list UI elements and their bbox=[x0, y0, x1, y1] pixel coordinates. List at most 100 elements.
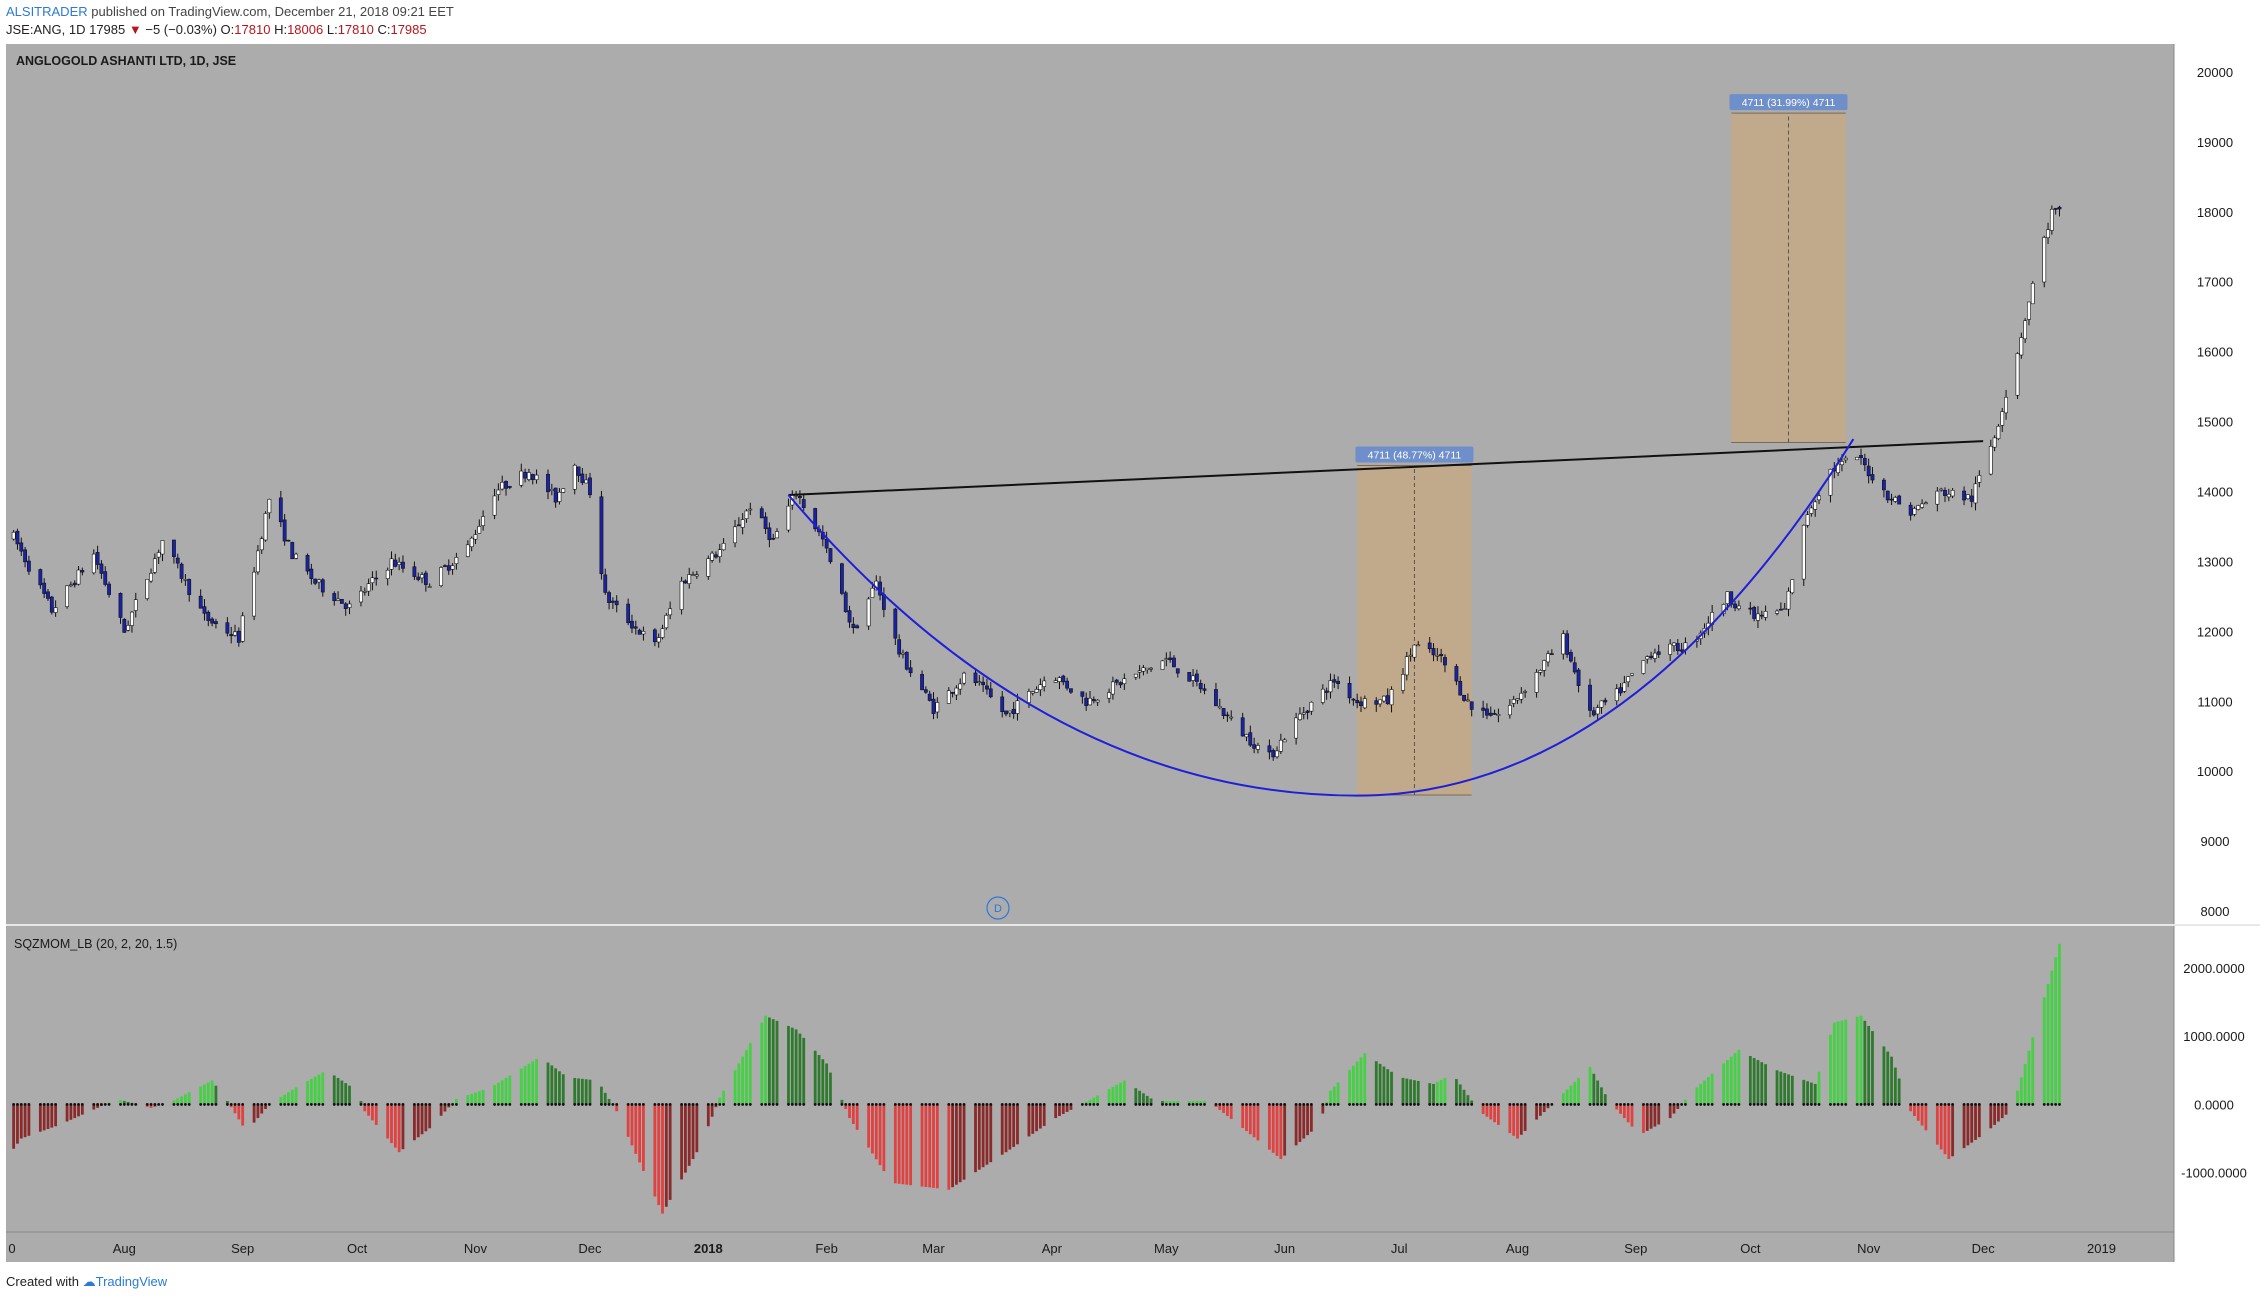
candle-body bbox=[38, 569, 43, 586]
squeeze-dot bbox=[653, 1103, 657, 1106]
candle-body bbox=[1027, 691, 1031, 703]
measure-label-bg bbox=[1729, 94, 1848, 111]
squeeze-dot bbox=[787, 1103, 790, 1106]
squeeze-dot bbox=[1909, 1103, 1913, 1106]
candle-body bbox=[1653, 652, 1657, 659]
momentum-bar bbox=[851, 1104, 855, 1124]
momentum-bar bbox=[1164, 1101, 1168, 1105]
squeeze-dot bbox=[871, 1103, 874, 1106]
squeeze-dot bbox=[1600, 1103, 1603, 1106]
squeeze-dot bbox=[1355, 1103, 1359, 1106]
squeeze-dot bbox=[1038, 1103, 1042, 1106]
momentum-bar bbox=[958, 1104, 962, 1183]
momentum-bar bbox=[1676, 1104, 1680, 1109]
squeeze-dot bbox=[210, 1103, 214, 1106]
squeeze-dot bbox=[126, 1103, 130, 1106]
candle-body bbox=[904, 652, 909, 670]
candle-body bbox=[546, 473, 550, 493]
squeeze-dot bbox=[451, 1103, 454, 1106]
momentum-bar bbox=[1176, 1101, 1180, 1105]
squeeze-dot bbox=[504, 1103, 508, 1106]
candle bbox=[1813, 499, 1818, 517]
squeeze-dot bbox=[500, 1103, 504, 1106]
squeeze-dot bbox=[149, 1103, 153, 1106]
candle bbox=[152, 553, 157, 575]
candle-body bbox=[1214, 689, 1218, 707]
momentum-bar bbox=[1016, 1104, 1019, 1145]
tradingview-link[interactable]: TradingView bbox=[95, 1274, 168, 1289]
candle-body bbox=[1515, 698, 1520, 701]
momentum-bar bbox=[481, 1089, 485, 1105]
squeeze-dot bbox=[252, 1103, 256, 1106]
momentum-bar bbox=[1432, 1083, 1435, 1105]
candle-body bbox=[1328, 680, 1333, 693]
momentum-bar bbox=[119, 1099, 122, 1105]
candle bbox=[668, 601, 673, 620]
squeeze-dot bbox=[413, 1103, 416, 1106]
momentum-bar bbox=[1523, 1104, 1527, 1131]
momentum-bar bbox=[630, 1104, 634, 1146]
squeeze-dot bbox=[878, 1103, 882, 1106]
candle bbox=[393, 553, 398, 568]
momentum-bar bbox=[1416, 1080, 1420, 1105]
candle bbox=[1454, 664, 1459, 686]
squeeze-dot bbox=[1657, 1103, 1661, 1106]
candle bbox=[786, 498, 791, 533]
momentum-bar bbox=[1886, 1051, 1890, 1105]
candle bbox=[866, 596, 871, 630]
squeeze-dot bbox=[2054, 1103, 2058, 1106]
momentum-bar bbox=[546, 1062, 550, 1105]
candle-body bbox=[1175, 668, 1180, 674]
candle bbox=[1465, 693, 1470, 702]
candle bbox=[706, 555, 711, 580]
candle-body bbox=[920, 674, 924, 691]
candle-body bbox=[1672, 642, 1676, 646]
squeeze-dot bbox=[348, 1103, 351, 1106]
candle bbox=[1916, 504, 1921, 511]
momentum-bar bbox=[1890, 1056, 1893, 1105]
squeeze-dot bbox=[2031, 1103, 2035, 1106]
squeeze-dot bbox=[420, 1103, 424, 1106]
squeeze-dot bbox=[1382, 1103, 1386, 1106]
momentum-bar bbox=[19, 1104, 23, 1139]
momentum-bar bbox=[2046, 983, 2050, 1105]
candle-body bbox=[1256, 745, 1260, 750]
momentum-bar bbox=[466, 1095, 470, 1105]
momentum-bar bbox=[1455, 1079, 1458, 1105]
squeeze-dot bbox=[897, 1103, 901, 1106]
candle-body bbox=[366, 583, 371, 592]
candle bbox=[172, 539, 176, 564]
candle bbox=[977, 675, 982, 686]
momentum-bar bbox=[2004, 1104, 2008, 1115]
squeeze-dot bbox=[710, 1103, 714, 1106]
squeeze-dot bbox=[802, 1103, 806, 1106]
candle-body bbox=[1626, 676, 1631, 683]
candle bbox=[2023, 318, 2028, 344]
candle bbox=[126, 620, 131, 632]
squeeze-dot bbox=[359, 1103, 363, 1106]
candle bbox=[1111, 676, 1115, 700]
candle-body bbox=[2015, 353, 2020, 396]
momentum-bar bbox=[928, 1104, 932, 1188]
momentum-bar bbox=[977, 1104, 981, 1170]
candle bbox=[2000, 407, 2005, 432]
candle-body bbox=[46, 591, 50, 599]
candle bbox=[2057, 205, 2062, 217]
candle bbox=[549, 483, 554, 496]
candle bbox=[1107, 688, 1111, 704]
author-link[interactable]: ALSITRADER bbox=[6, 4, 88, 19]
candle bbox=[557, 488, 562, 505]
candle bbox=[1149, 666, 1153, 673]
squeeze-dot bbox=[1569, 1103, 1573, 1106]
candle-body bbox=[1862, 458, 1867, 466]
momentum-bar bbox=[871, 1104, 874, 1154]
candle bbox=[420, 571, 424, 584]
header-bar: ALSITRADER published on TradingView.com,… bbox=[6, 4, 1806, 40]
squeeze-dot bbox=[561, 1103, 565, 1106]
candle-body bbox=[1805, 514, 1810, 526]
measure-label-2: 4711 (31.99%) 4711 bbox=[1742, 97, 1836, 109]
squeeze-dot bbox=[1653, 1103, 1657, 1106]
candle bbox=[183, 573, 188, 586]
squeeze-dot bbox=[695, 1103, 699, 1106]
